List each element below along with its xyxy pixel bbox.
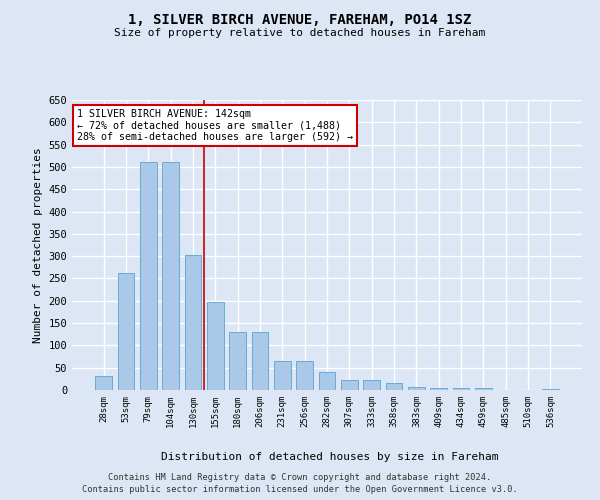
Bar (408, 387, 425, 390)
Bar (475, 388, 492, 390)
Bar (118, 272, 134, 390)
Bar (452, 388, 469, 390)
Text: Size of property relative to detached houses in Fareham: Size of property relative to detached ho… (115, 28, 485, 38)
Bar (341, 380, 358, 390)
Bar (319, 372, 335, 390)
Bar (386, 384, 403, 390)
Text: Contains HM Land Registry data © Crown copyright and database right 2024.: Contains HM Land Registry data © Crown c… (109, 473, 491, 482)
Bar (251, 332, 268, 390)
Bar (430, 388, 447, 390)
Bar (274, 361, 290, 390)
Bar (296, 361, 313, 390)
Bar (185, 256, 202, 390)
Bar (207, 302, 224, 390)
Bar (95, 376, 112, 390)
Bar (364, 380, 380, 390)
Bar (542, 388, 559, 390)
Text: Contains public sector information licensed under the Open Government Licence v3: Contains public sector information licen… (82, 486, 518, 494)
Text: 1 SILVER BIRCH AVENUE: 142sqm
← 72% of detached houses are smaller (1,488)
28% o: 1 SILVER BIRCH AVENUE: 142sqm ← 72% of d… (77, 108, 353, 142)
Bar (162, 162, 179, 390)
Bar (140, 162, 157, 390)
Text: 1, SILVER BIRCH AVENUE, FAREHAM, PO14 1SZ: 1, SILVER BIRCH AVENUE, FAREHAM, PO14 1S… (128, 12, 472, 26)
Text: Distribution of detached houses by size in Fareham: Distribution of detached houses by size … (161, 452, 499, 462)
Y-axis label: Number of detached properties: Number of detached properties (33, 147, 43, 343)
Bar (229, 332, 246, 390)
